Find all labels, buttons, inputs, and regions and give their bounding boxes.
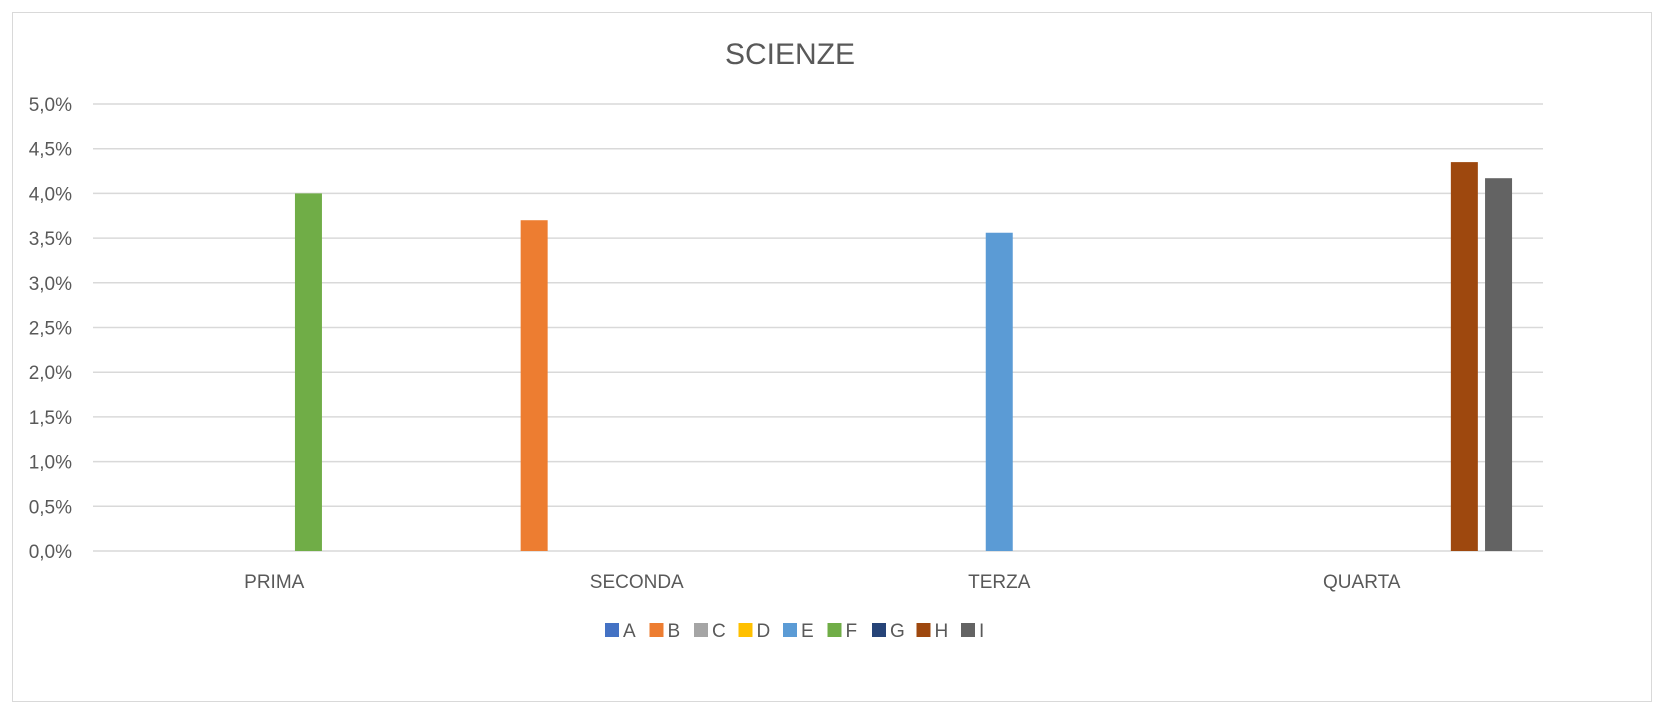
x-tick-label: SECONDA [590, 572, 684, 593]
y-tick-label: 4,0% [29, 184, 72, 205]
y-tick-label: 3,0% [29, 274, 72, 295]
chart-title: SCIENZE [725, 38, 855, 71]
bar-h-quarta [1450, 162, 1478, 552]
legend-label-b: B [668, 621, 681, 642]
legend-label-i: I [979, 621, 984, 642]
bar-b-seconda [520, 220, 548, 551]
y-tick-label: 1,5% [29, 408, 72, 429]
chart-frame [12, 12, 1652, 702]
x-axis-ticks: PRIMA SECONDA TERZA QUARTA [244, 572, 1401, 593]
legend-swatch-e [783, 623, 797, 637]
y-tick-label: 2,5% [29, 319, 72, 340]
legend-label-h: H [935, 621, 949, 642]
y-tick-label: 2,0% [29, 363, 72, 384]
legend-label-d: D [757, 621, 771, 642]
legend-label-f: F [846, 621, 858, 642]
legend-swatch-a [605, 623, 619, 637]
bar-i-quarta [1485, 178, 1513, 551]
y-tick-label: 4,5% [29, 140, 72, 161]
y-tick-label: 0,5% [29, 497, 72, 518]
legend-swatch-i [961, 623, 975, 637]
y-axis-ticks: 0,0% 0,5% 1,0% 1,5% 2,0% 2,5% 3,0% 3,5% 4,0% 4,5%… [29, 95, 72, 563]
y-tick-label: 0,0% [29, 542, 72, 563]
legend-label-c: C [712, 621, 726, 642]
legend-swatch-c [694, 623, 708, 637]
bar-f-prima [294, 193, 322, 551]
legend-swatch-h [916, 623, 931, 637]
bar-e-terza [985, 232, 1013, 551]
y-tick-label: 1,0% [29, 453, 72, 474]
legend-swatch-d [738, 623, 753, 637]
legend-swatch-f [827, 623, 842, 637]
legend: A B C D E F G H I [605, 621, 984, 642]
legend-swatch-b [649, 623, 664, 637]
y-tick-label: 5,0% [29, 95, 72, 116]
legend-label-e: E [801, 621, 814, 642]
bars [294, 162, 1513, 552]
legend-label-a: A [623, 621, 636, 642]
x-tick-label: QUARTA [1323, 572, 1401, 593]
legend-swatch-g [872, 623, 886, 637]
gridlines [93, 103, 1543, 552]
x-tick-label: TERZA [968, 572, 1031, 593]
y-tick-label: 3,5% [29, 229, 72, 250]
x-tick-label: PRIMA [244, 572, 305, 593]
legend-label-g: G [890, 621, 905, 642]
